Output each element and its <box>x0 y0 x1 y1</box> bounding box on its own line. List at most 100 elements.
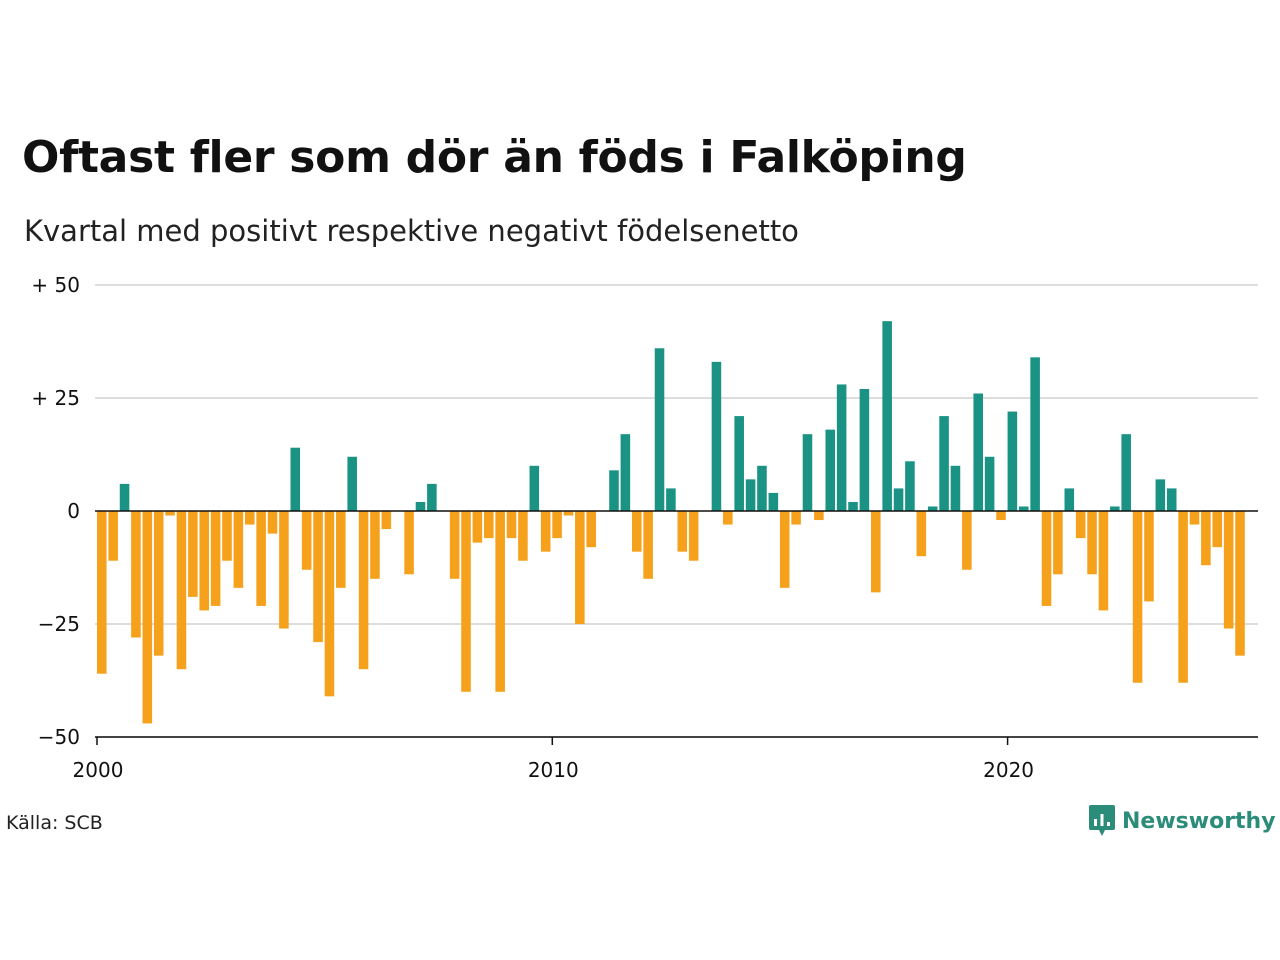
bar <box>267 511 278 534</box>
bar <box>1087 511 1097 575</box>
x-tick-label: 2010 <box>528 758 579 782</box>
bar <box>962 511 972 570</box>
bar <box>233 511 244 588</box>
bar <box>518 511 528 561</box>
bar <box>404 511 414 575</box>
bar <box>1235 511 1245 656</box>
bar <box>1212 511 1223 548</box>
bar <box>347 456 357 511</box>
x-tick-label: 2020 <box>983 758 1034 782</box>
bar <box>484 511 494 539</box>
bar <box>1110 506 1120 511</box>
bar <box>882 321 892 511</box>
y-tick-label: + 50 <box>31 273 80 297</box>
y-tick-label: −50 <box>38 725 80 749</box>
bar <box>871 511 881 593</box>
bar <box>301 511 312 570</box>
bars <box>97 321 1245 724</box>
bar <box>415 501 426 511</box>
bar <box>210 511 221 606</box>
bar <box>666 488 676 511</box>
bar <box>620 434 631 511</box>
bar <box>506 511 517 539</box>
bar <box>131 511 141 638</box>
bar <box>313 511 323 643</box>
brand-name: Newsworthy <box>1122 808 1276 834</box>
bar <box>495 511 505 692</box>
bar <box>1201 511 1211 566</box>
axes <box>95 510 1258 738</box>
bar <box>1132 511 1143 683</box>
bar <box>324 511 335 697</box>
bar <box>336 511 346 588</box>
bar <box>734 416 744 511</box>
bar <box>1075 511 1086 539</box>
bar <box>1166 488 1177 511</box>
bar <box>927 506 938 511</box>
bar <box>97 511 107 674</box>
bar <box>358 511 369 670</box>
bar <box>1007 411 1018 511</box>
bar <box>631 511 642 552</box>
bar <box>586 511 597 548</box>
bar <box>165 511 175 516</box>
bar <box>973 393 984 511</box>
bar <box>677 511 688 552</box>
bar <box>791 511 801 525</box>
bar <box>905 461 915 511</box>
bar <box>950 465 961 511</box>
y-axis-labels: + 50 + 25 0 −25 −50 <box>31 273 80 749</box>
bar <box>688 511 699 561</box>
bar <box>1041 511 1052 606</box>
x-tick-label: 2000 <box>73 758 124 782</box>
bar <box>1189 511 1200 525</box>
bar <box>802 434 813 511</box>
bar <box>893 488 904 511</box>
bar <box>427 483 437 511</box>
bar <box>529 465 540 511</box>
bar <box>643 511 653 579</box>
bar <box>814 511 824 521</box>
bar <box>119 483 130 511</box>
bar <box>859 388 870 511</box>
bar <box>552 511 562 539</box>
bar <box>199 511 210 611</box>
bar <box>449 511 460 579</box>
bar <box>1178 511 1188 683</box>
bar <box>575 511 585 624</box>
bar <box>1030 357 1040 511</box>
bar <box>153 511 164 656</box>
bar <box>779 511 790 588</box>
bar <box>188 511 198 597</box>
x-axis-labels: 2000 2010 2020 <box>73 737 1034 782</box>
bar-chart: + 50 + 25 0 −25 −50 2000 2010 2020 <box>31 273 1258 782</box>
y-tick-label: 0 <box>67 499 80 523</box>
bar <box>939 416 949 511</box>
bar <box>745 479 756 511</box>
source-note: Källa: SCB <box>6 812 103 834</box>
bar <box>540 511 551 552</box>
bar <box>1098 511 1109 611</box>
bar <box>279 511 289 629</box>
bar <box>256 511 266 606</box>
bar <box>108 511 118 561</box>
bar <box>222 511 232 561</box>
bar <box>996 511 1006 521</box>
bar <box>825 429 836 511</box>
bar <box>984 456 995 511</box>
bar <box>142 511 153 724</box>
bar <box>654 348 665 511</box>
brand-logo: Newsworthy <box>1088 804 1276 838</box>
bar <box>836 384 847 511</box>
bar <box>1018 506 1029 511</box>
newsworthy-logo-icon <box>1089 805 1115 836</box>
bar <box>1121 434 1131 511</box>
y-tick-label: −25 <box>38 612 80 636</box>
bar <box>609 470 619 511</box>
bar <box>1053 511 1063 575</box>
chart-subtitle: Kvartal med positivt respektive negativt… <box>24 214 799 248</box>
bar <box>723 511 733 525</box>
bar <box>848 501 858 511</box>
bar <box>711 361 722 511</box>
bar <box>1144 511 1154 602</box>
